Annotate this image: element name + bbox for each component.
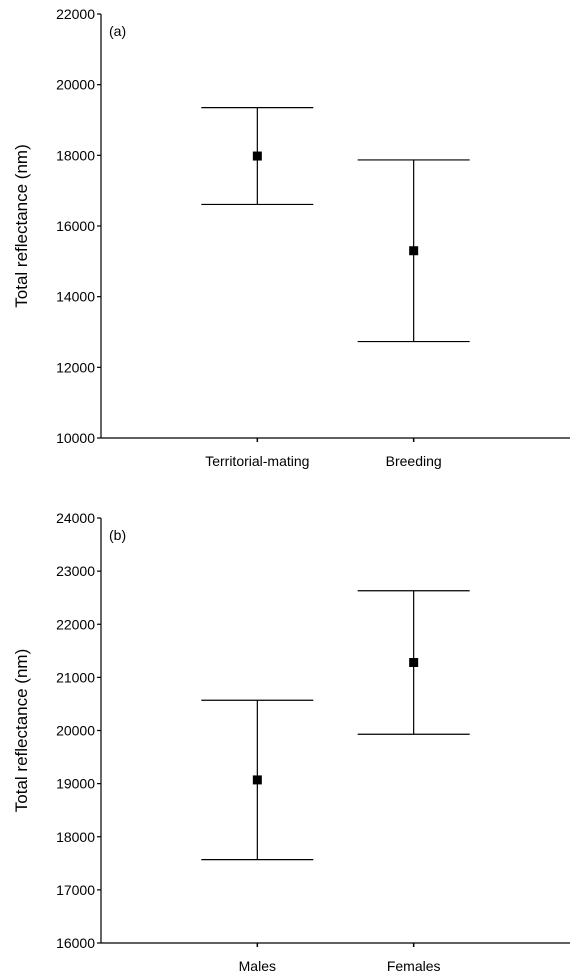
y-tick-label: 18000 — [56, 147, 95, 163]
y-tick-label: 22000 — [56, 616, 95, 632]
y-tick-label: 17000 — [56, 882, 95, 898]
x-tick-label: Breeding — [386, 453, 442, 469]
y-tick-label: 24000 — [56, 510, 95, 526]
y-tick-label: 12000 — [56, 359, 95, 375]
panel-label: (a) — [109, 23, 126, 39]
mean-marker — [409, 658, 419, 667]
y-tick-label: 14000 — [56, 289, 95, 305]
y-tick-label: 19000 — [56, 776, 95, 792]
x-tick-label: Females — [387, 958, 441, 974]
y-tick-label: 20000 — [56, 77, 95, 93]
panel-label: (b) — [109, 527, 126, 543]
y-tick-label: 10000 — [56, 430, 95, 446]
y-tick-label: 16000 — [56, 935, 95, 951]
mean-marker — [252, 151, 262, 161]
y-tick-label: 23000 — [56, 563, 95, 579]
mean-marker — [252, 775, 262, 785]
y-axis-label: Total reflectance (nm) — [12, 649, 31, 812]
mean-marker — [409, 246, 419, 256]
y-tick-label: 16000 — [56, 218, 95, 234]
y-axis-label: Total reflectance (nm) — [12, 144, 31, 307]
y-tick-label: 20000 — [56, 723, 95, 739]
y-tick-label: 18000 — [56, 829, 95, 845]
x-tick-label: Territorial-mating — [205, 453, 309, 469]
y-tick-label: 22000 — [56, 6, 95, 22]
y-tick-label: 21000 — [56, 669, 95, 685]
x-tick-label: Males — [239, 958, 276, 974]
